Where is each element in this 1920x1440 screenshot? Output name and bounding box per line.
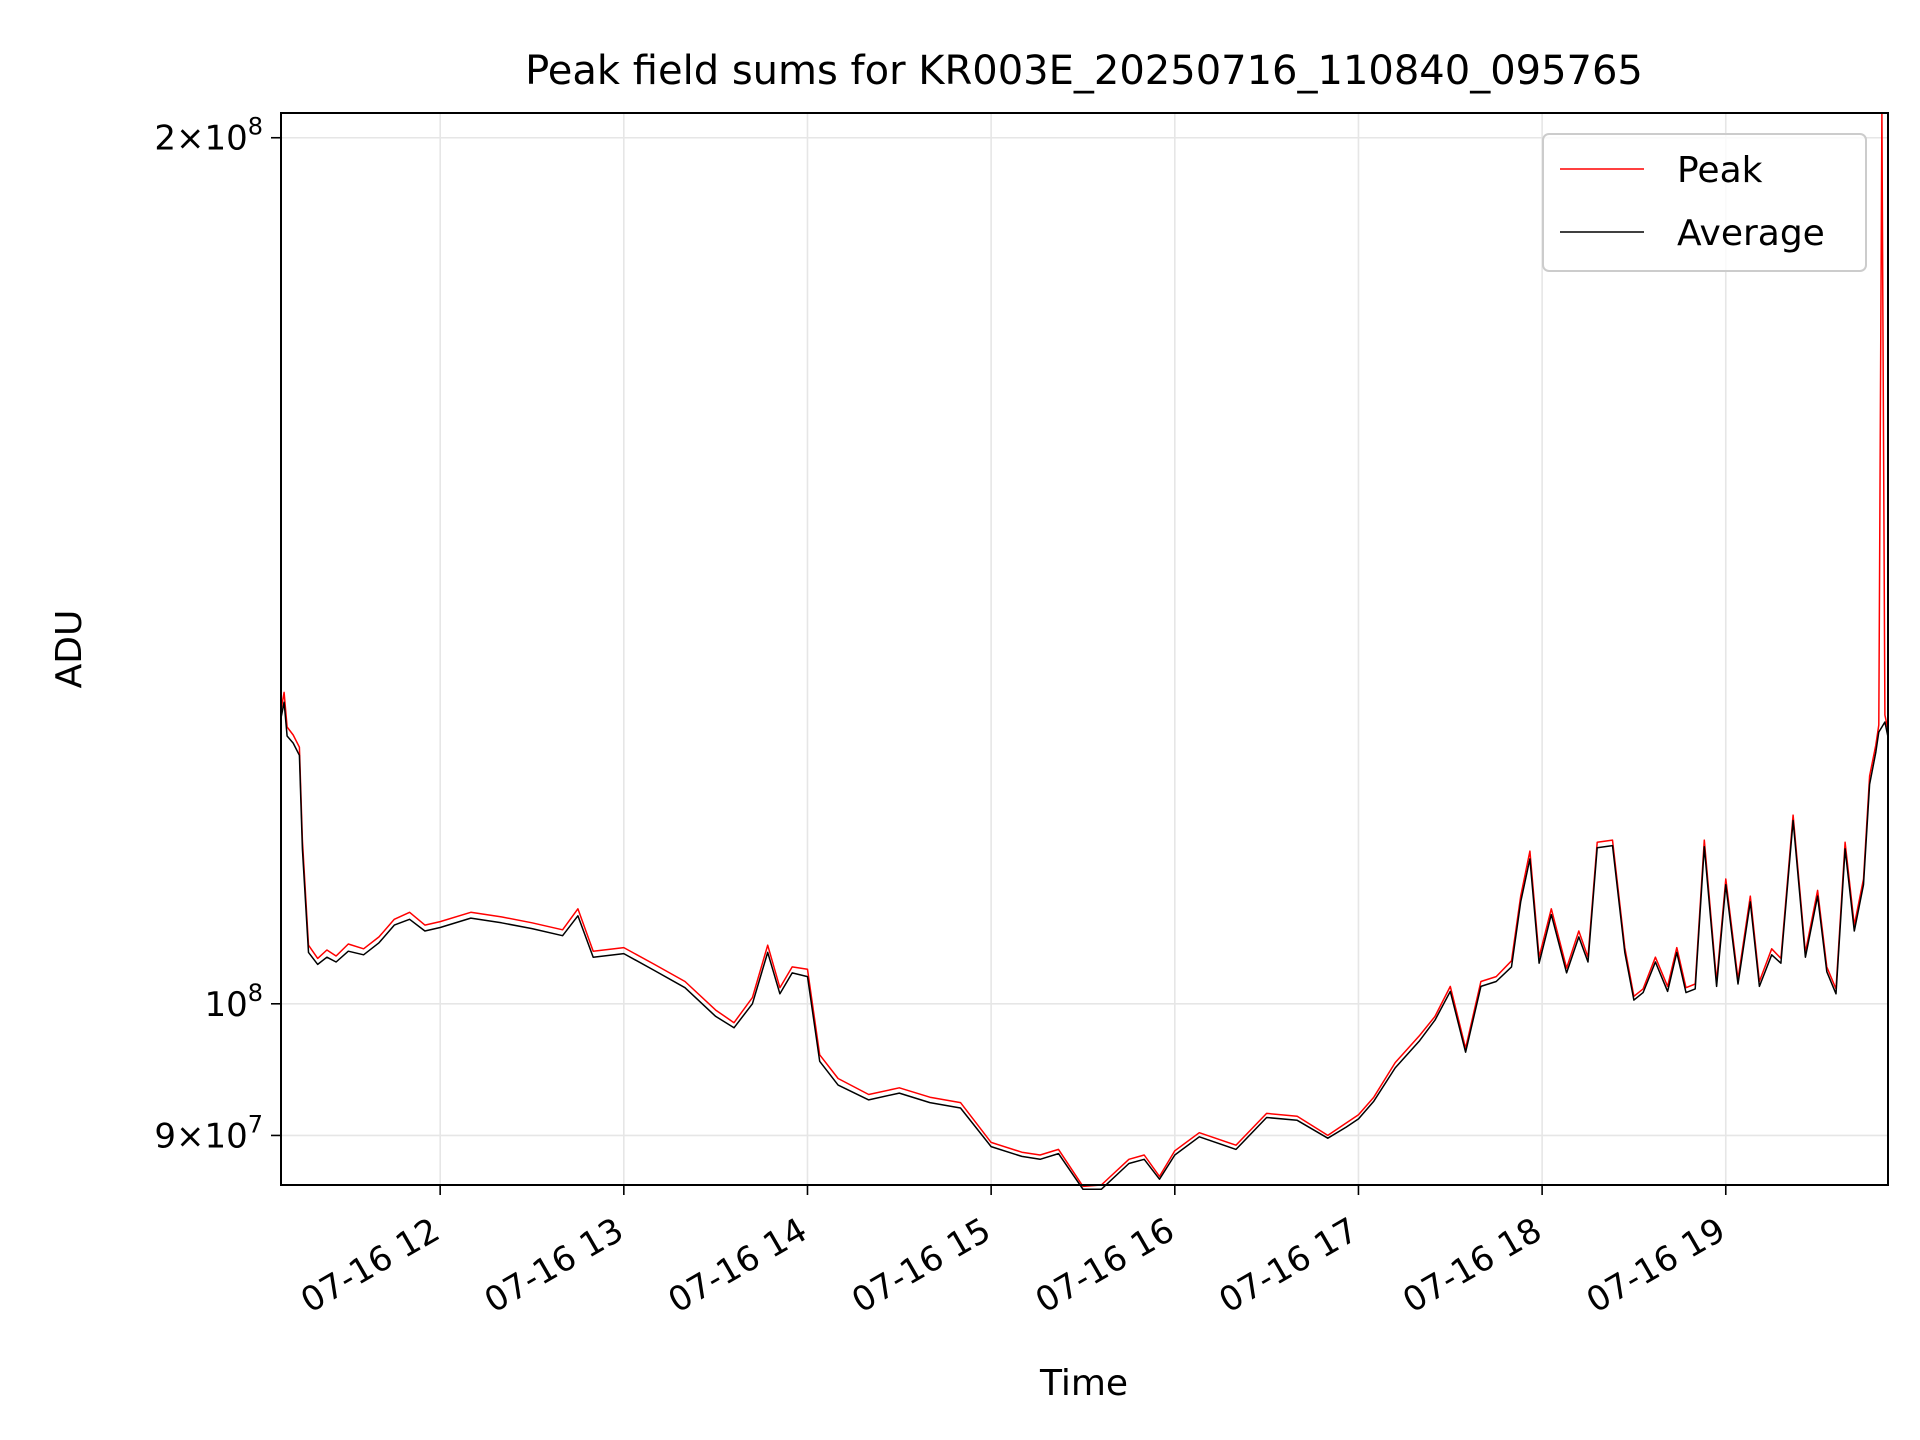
- x-axis-label: Time: [1039, 1363, 1128, 1404]
- plot-frame: [280, 112, 1889, 1186]
- y-tick-label: 108: [204, 979, 263, 1025]
- legend: Peak Average: [1542, 133, 1867, 272]
- series-line-average: [280, 701, 1889, 1191]
- plot-series: [280, 112, 1889, 1191]
- y-tick-label: 2×108: [154, 113, 263, 159]
- y-axis-label: ADU: [49, 610, 90, 689]
- y-tick-label: 9×107: [154, 1110, 263, 1156]
- legend-label-average: Average: [1677, 213, 1825, 254]
- series-line-peak: [280, 112, 1889, 1188]
- legend-label-peak: Peak: [1677, 150, 1763, 191]
- chart-title: Peak field sums for KR003E_20250716_1108…: [525, 48, 1643, 94]
- grid: [281, 113, 1888, 1185]
